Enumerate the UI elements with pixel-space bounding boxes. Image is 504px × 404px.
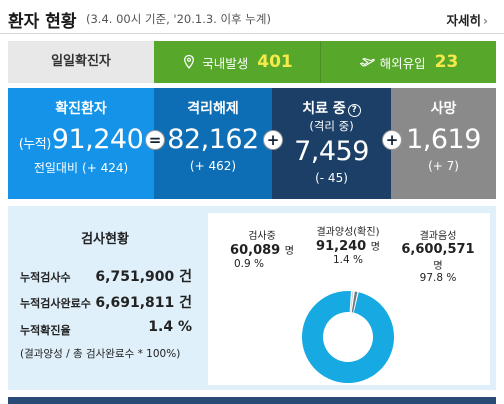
donut-label-negative: 결과음성 6,600,571 명 97.8 % bbox=[388, 227, 488, 284]
stat-death-value: 1,619 bbox=[406, 124, 481, 155]
bottom-divider bbox=[8, 397, 496, 404]
donut-chart bbox=[302, 291, 394, 383]
daily-overseas: 해외유입 23 bbox=[321, 41, 496, 83]
stat-confirmed-value: 91,240 bbox=[51, 124, 144, 155]
stat-confirmed-delta-label: 전일대비 bbox=[33, 161, 79, 175]
stat-released-delta: (+ 462) bbox=[189, 159, 237, 173]
stat-released: 격리해제 82,162 (+ 462) bbox=[154, 88, 272, 199]
daily-confirmed-label: 일일확진자 bbox=[8, 41, 154, 83]
donut-label-percent: 97.8 % bbox=[419, 272, 457, 284]
status-header: 환자 현황 (3.4. 00시 기준, '20.1.3. 이후 누계) 자세히 › bbox=[0, 0, 504, 34]
daily-confirmed-row: 일일확진자 국내발생 401 해외유입 23 bbox=[8, 41, 496, 83]
plus-icon: + bbox=[263, 130, 283, 150]
daily-domestic: 국내발생 401 bbox=[154, 41, 321, 83]
donut-slice bbox=[351, 291, 358, 313]
test-donut-chart: 결과양성(확진) 91,240 명 1.4 % 검사중 60,089 명 0.9… bbox=[208, 213, 490, 385]
stat-treatment-value: 7,459 bbox=[294, 136, 369, 167]
stat-released-title: 격리해제 bbox=[187, 101, 239, 117]
donut-label-unit: 명 bbox=[370, 242, 380, 253]
chevron-right-icon[interactable]: › bbox=[483, 14, 488, 28]
details-link-label[interactable]: 자세히 bbox=[446, 13, 482, 28]
test-row-value: 6,751,900 건 bbox=[95, 269, 192, 285]
test-row: 누적확진율 1.4 % bbox=[20, 319, 192, 339]
stat-death: 사망 1,619 (+ 7) bbox=[391, 88, 496, 199]
daily-overseas-label: 해외유입 bbox=[379, 55, 426, 71]
stat-treatment-title: 치료 중 bbox=[302, 101, 346, 117]
stat-confirmed-prefix: (누적) bbox=[18, 137, 52, 152]
test-rate-note: (결과양성 / 총 검사완료수 * 100%) bbox=[20, 348, 181, 360]
page-subtitle: (3.4. 00시 기준, '20.1.3. 이후 누계) bbox=[86, 12, 271, 26]
help-icon[interactable]: ? bbox=[347, 104, 361, 117]
stat-treatment-delta: (- 45) bbox=[315, 171, 348, 185]
donut-label-pending: 검사중 60,089 명 0.9 % bbox=[222, 227, 302, 270]
donut-label-positive: 결과양성(확진) 91,240 명 1.4 % bbox=[288, 223, 408, 266]
donut-label-name: 결과음성 bbox=[419, 231, 457, 242]
test-status-title: 검사현황 bbox=[81, 232, 129, 247]
donut-label-unit: 명 bbox=[433, 261, 443, 272]
stat-released-value: 82,162 bbox=[167, 124, 259, 155]
stat-treatment: 치료 중? (격리 중) 7,459 (- 45) bbox=[272, 88, 391, 199]
donut-slice bbox=[350, 291, 354, 313]
test-row-label: 누적확진율 bbox=[20, 324, 71, 337]
test-status-panel: 검사현황 누적검사수 6,751,900 건 누적검사완료수 6,691,811… bbox=[8, 206, 496, 390]
equals-icon: = bbox=[145, 130, 165, 150]
test-row-label: 누적검사수 bbox=[20, 271, 71, 284]
donut-label-value: 6,600,571 bbox=[401, 242, 475, 257]
test-summary: 검사현황 누적검사수 6,751,900 건 누적검사완료수 6,691,811… bbox=[8, 206, 202, 390]
details-link[interactable]: 자세히 › bbox=[447, 10, 488, 29]
daily-domestic-value: 401 bbox=[257, 52, 293, 72]
donut-label-name: 결과양성(확진) bbox=[316, 227, 380, 238]
plus-icon: + bbox=[382, 130, 402, 150]
test-row-label: 누적검사완료수 bbox=[20, 297, 91, 310]
daily-domestic-label: 국내발생 bbox=[202, 55, 249, 71]
stat-confirmed-delta: (+ 424) bbox=[82, 161, 129, 175]
airplane-icon bbox=[359, 57, 375, 67]
test-row: 누적검사수 6,751,900 건 bbox=[20, 266, 192, 286]
test-row: 누적검사완료수 6,691,811 건 bbox=[20, 292, 192, 312]
donut-label-name: 검사중 bbox=[248, 231, 276, 242]
donut-slice bbox=[302, 291, 394, 383]
test-row-value: 1.4 % bbox=[148, 319, 192, 335]
test-row-value: 6,691,811 건 bbox=[95, 295, 192, 311]
stat-confirmed-title: 확진환자 bbox=[55, 101, 107, 117]
map-pin-icon bbox=[184, 54, 195, 70]
donut-label-percent: 1.4 % bbox=[332, 254, 363, 266]
daily-overseas-value: 23 bbox=[434, 52, 459, 72]
stat-death-delta: (+ 7) bbox=[428, 159, 459, 173]
donut-label-value: 91,240 bbox=[316, 239, 367, 254]
donut-label-value: 60,089 bbox=[230, 243, 281, 258]
donut-label-unit: 명 bbox=[284, 246, 294, 257]
main-stats-row: 확진환자 (누적)91,240 전일대비 (+ 424) 격리해제 82,162 … bbox=[8, 88, 496, 199]
stat-confirmed: 확진환자 (누적)91,240 전일대비 (+ 424) bbox=[8, 88, 154, 199]
stat-treatment-subtitle: (격리 중) bbox=[309, 119, 354, 133]
stat-death-title: 사망 bbox=[430, 101, 457, 117]
page-title: 환자 현황 bbox=[8, 12, 77, 32]
donut-label-percent: 0.9 % bbox=[233, 258, 264, 270]
